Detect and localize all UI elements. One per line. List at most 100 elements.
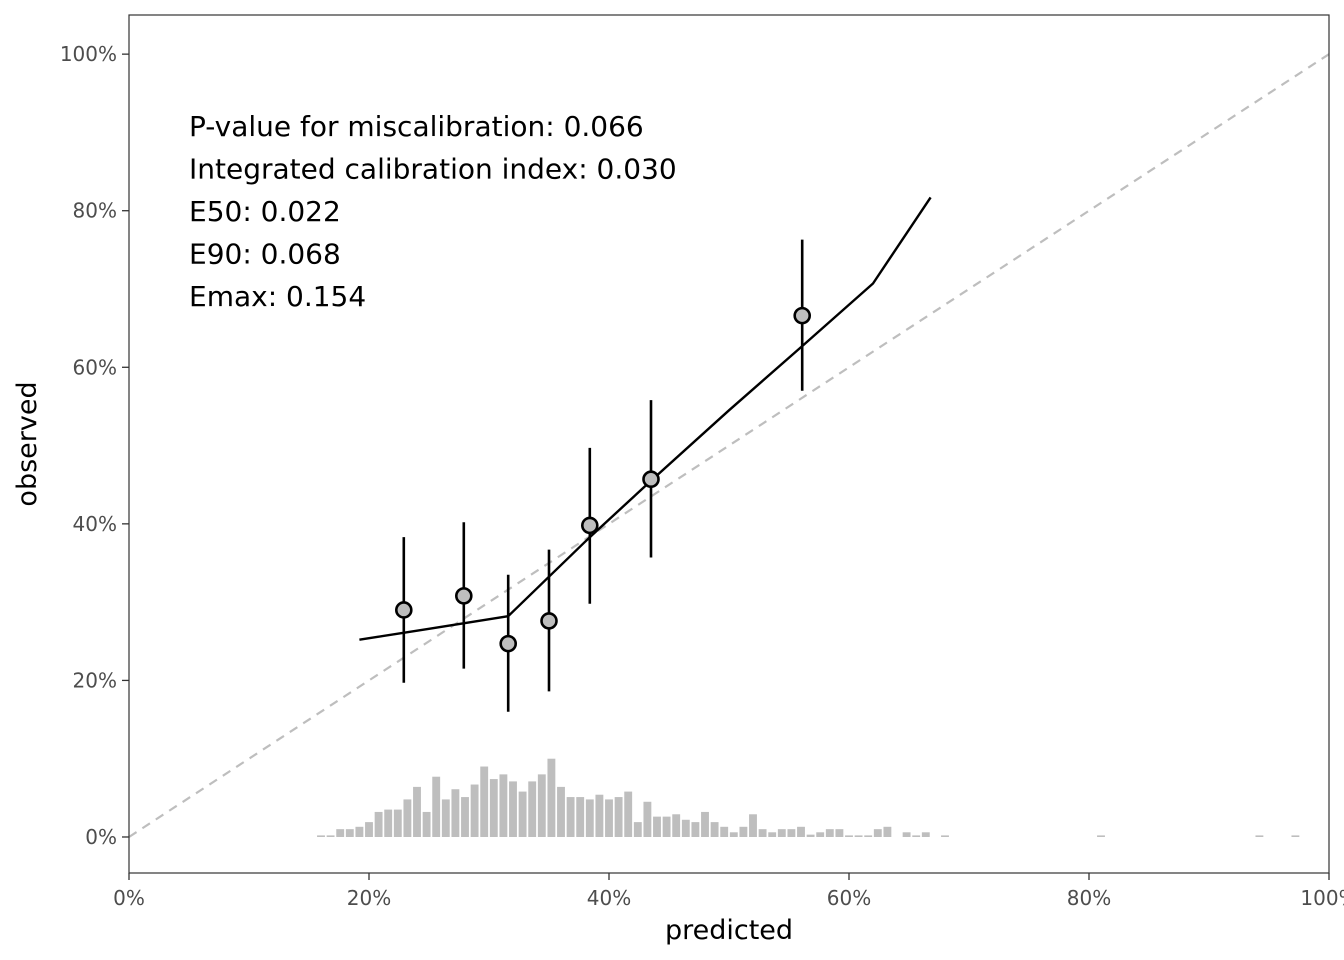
y-axis-title: observed xyxy=(12,381,43,506)
histogram-bar xyxy=(547,758,556,837)
calibration-curve-layer xyxy=(359,196,932,641)
histogram-bar xyxy=(777,829,786,837)
annotation-line: Integrated calibration index: 0.030 xyxy=(189,153,677,186)
histogram-bar xyxy=(883,826,892,837)
histogram-bar xyxy=(739,826,748,837)
histogram-bar xyxy=(1097,835,1105,837)
data-point xyxy=(793,306,812,325)
x-tick-label: 60% xyxy=(827,886,871,910)
histogram-bar xyxy=(643,801,652,837)
histogram-bar xyxy=(537,774,546,837)
histogram-bar xyxy=(806,834,815,837)
annotation-line: E90: 0.068 xyxy=(189,238,341,271)
histogram-bar xyxy=(384,809,393,837)
histogram-bar xyxy=(528,781,537,837)
histogram-bar xyxy=(681,819,690,837)
calibration-curve xyxy=(359,196,932,641)
histogram-bar xyxy=(662,816,671,837)
histogram-bar xyxy=(854,835,863,837)
histogram-bar xyxy=(835,829,844,837)
histogram-bar xyxy=(921,832,930,837)
error-bars xyxy=(402,239,804,712)
data-point xyxy=(580,516,599,535)
histogram-bar xyxy=(518,791,527,837)
data-point xyxy=(454,587,473,605)
histogram-bar xyxy=(489,779,498,837)
histogram-bar xyxy=(797,826,805,837)
histogram-bar xyxy=(873,829,882,837)
y-tick-label: 80% xyxy=(73,199,117,223)
histogram-bar xyxy=(787,829,796,837)
x-tick-label: 100% xyxy=(1300,886,1344,910)
x-tick-label: 40% xyxy=(587,886,631,910)
histogram-bar xyxy=(729,832,738,837)
histogram-bar xyxy=(355,826,364,837)
data-point xyxy=(499,634,518,653)
histogram-bar xyxy=(576,797,585,837)
histogram-bar xyxy=(758,829,767,837)
histogram-bar xyxy=(413,786,421,837)
y-tick-label: 60% xyxy=(73,355,117,379)
annotation-block: P-value for miscalibration: 0.066 Integra… xyxy=(189,110,677,313)
y-tick-label: 0% xyxy=(85,825,117,849)
histogram-bar xyxy=(1291,835,1300,837)
histogram-bar xyxy=(749,814,757,837)
histogram-bar xyxy=(845,835,853,837)
histogram-bar xyxy=(624,791,633,837)
histogram-bar xyxy=(1255,835,1264,837)
annotation-line: E50: 0.022 xyxy=(189,195,341,228)
histogram-bar xyxy=(825,829,834,837)
histogram-bar xyxy=(470,784,479,837)
histogram-bar xyxy=(902,832,911,837)
y-tick-label: 40% xyxy=(73,512,117,536)
data-point xyxy=(540,612,558,630)
histogram-bar xyxy=(595,794,604,837)
histogram-bar xyxy=(317,835,325,837)
histogram-bar xyxy=(672,814,681,837)
data-point xyxy=(394,601,413,619)
histogram-bar xyxy=(720,826,729,837)
annotation-line: Emax: 0.154 xyxy=(189,280,366,313)
histogram-bar xyxy=(557,786,565,837)
histogram-bar xyxy=(326,835,335,837)
histogram-bar xyxy=(393,809,402,837)
histogram-bar xyxy=(566,797,575,837)
histogram-bar xyxy=(614,797,623,837)
annotation-line: P-value for miscalibration: 0.066 xyxy=(189,110,644,143)
histogram-bar xyxy=(441,799,450,837)
x-tick-label: 80% xyxy=(1067,886,1111,910)
histogram-bar xyxy=(365,822,373,837)
x-tick-label: 20% xyxy=(347,886,391,910)
histogram xyxy=(317,758,1300,837)
histogram-bar xyxy=(912,835,921,837)
histogram-bar xyxy=(345,829,354,837)
histogram-bar xyxy=(816,832,825,837)
histogram-bar xyxy=(768,832,777,837)
x-tick-label: 0% xyxy=(113,886,145,910)
histogram-bar xyxy=(509,781,517,837)
data-point xyxy=(642,470,660,489)
histogram-bar xyxy=(691,822,700,837)
histogram-bar xyxy=(653,816,661,837)
histogram-bar xyxy=(605,799,613,837)
y-tick-label: 100% xyxy=(60,42,117,66)
histogram-bar xyxy=(499,774,508,837)
y-axis: 0% 20% 40% 60% 80% 100% xyxy=(60,42,129,849)
y-tick-label: 20% xyxy=(73,668,117,692)
histogram-bar xyxy=(585,799,594,837)
histogram-bar xyxy=(374,811,383,837)
histogram-bar xyxy=(451,789,460,837)
plot-panel-border xyxy=(128,14,1330,874)
histogram-bar xyxy=(864,835,873,837)
data-points xyxy=(394,306,812,653)
histogram-bar xyxy=(710,822,719,837)
x-axis-title: predicted xyxy=(665,915,793,946)
histogram-bar xyxy=(422,811,431,837)
histogram-bar xyxy=(336,829,345,837)
histogram-bar xyxy=(432,776,441,837)
x-axis: 0% 20% 40% 60% 80% 100% xyxy=(113,873,1344,910)
histogram-bar xyxy=(480,766,489,837)
histogram-bar xyxy=(461,797,469,837)
histogram-bar xyxy=(633,822,642,837)
